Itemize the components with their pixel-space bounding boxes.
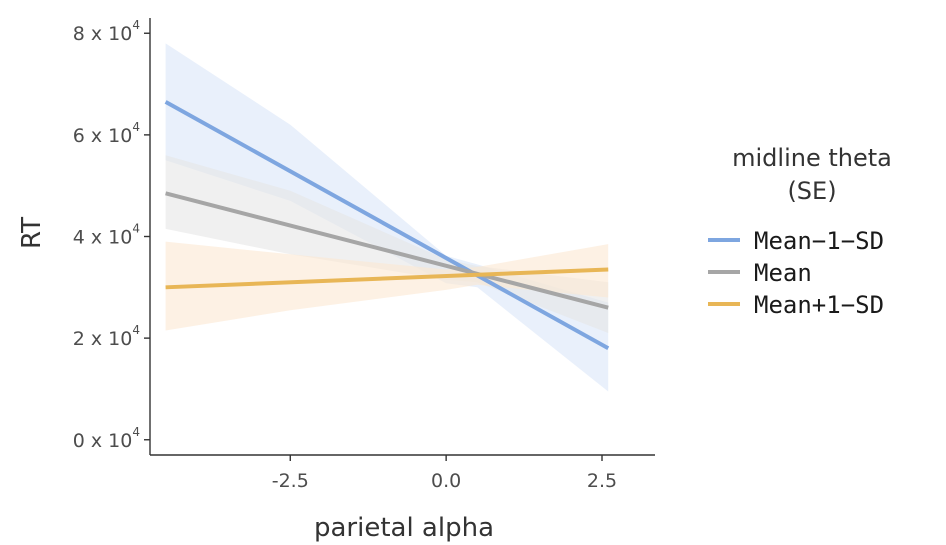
legend-title-line2: (SE) bbox=[787, 177, 836, 205]
legend-label-1: Mean bbox=[754, 259, 812, 287]
confidence-ribbons bbox=[165, 43, 609, 392]
legend: midline theta (SE) Mean−1−SD Mean Mean+1−S… bbox=[708, 144, 892, 319]
y-tick-label: 4 x 104 bbox=[73, 222, 140, 249]
y-axis-title: RT bbox=[17, 217, 47, 249]
y-tick-label: 2 x 104 bbox=[73, 323, 140, 350]
y-axis-ticks: 0 x 104 2 x 104 4 x 104 6 x 104 8 x 104 bbox=[73, 18, 150, 452]
y-tick-label: 8 x 104 bbox=[73, 18, 140, 45]
ribbon-series-2 bbox=[165, 241, 609, 331]
legend-label-2: Mean+1−SD bbox=[754, 291, 884, 319]
x-axis-ticks: -2.5 0.0 2.5 bbox=[272, 455, 617, 492]
line-series-0 bbox=[164, 100, 610, 351]
line-series-1 bbox=[165, 191, 609, 310]
x-tick-label: -2.5 bbox=[272, 470, 309, 492]
legend-label-0: Mean−1−SD bbox=[754, 227, 884, 255]
legend-items: Mean−1−SD Mean Mean+1−SD bbox=[708, 227, 884, 319]
line-series-2 bbox=[165, 267, 609, 290]
y-tick-label: 0 x 104 bbox=[73, 425, 140, 452]
legend-title-line1: midline theta bbox=[732, 144, 892, 172]
x-tick-label: 2.5 bbox=[587, 470, 617, 492]
y-tick-label: 6 x 104 bbox=[73, 120, 140, 147]
x-axis-title: parietal alpha bbox=[314, 513, 494, 543]
regression-lines bbox=[164, 100, 610, 351]
ribbon-series-0 bbox=[165, 43, 609, 392]
x-tick-label: 0.0 bbox=[431, 470, 461, 492]
